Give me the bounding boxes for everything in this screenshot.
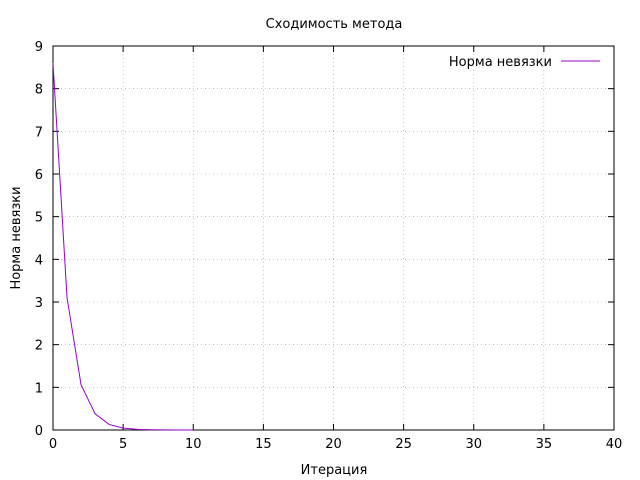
y-tick-label: 2 [35, 339, 43, 354]
y-tick-label: 5 [35, 211, 43, 226]
y-tick-label: 6 [35, 168, 43, 183]
x-tick-label: 10 [185, 437, 202, 452]
y-tick-label: 8 [35, 83, 43, 98]
y-tick-label: 0 [35, 424, 43, 439]
x-axis-label: Итерация [301, 463, 368, 478]
chart-title: Сходимость метода [266, 17, 403, 32]
y-tick-label: 9 [35, 40, 43, 55]
series-line [52, 63, 194, 431]
grid [53, 46, 614, 430]
legend-label: Норма невязки [449, 55, 552, 70]
legend: Норма невязки [449, 55, 600, 70]
x-tick-label: 35 [536, 437, 553, 452]
x-tick-label: 0 [49, 437, 57, 452]
x-tick-label: 30 [465, 437, 482, 452]
y-axis-label: Норма невязки [9, 186, 24, 289]
plot-frame [52, 45, 615, 431]
y-tick-label: 7 [35, 125, 43, 140]
y-tick-label: 3 [35, 296, 43, 311]
y-tick-label: 4 [35, 253, 43, 268]
series-group [52, 63, 194, 431]
x-tick-label: 25 [395, 437, 412, 452]
x-tick-label: 40 [606, 437, 623, 452]
x-tick-label: 5 [119, 437, 127, 452]
x-tick-label: 15 [255, 437, 272, 452]
axis-tick-labels: 0 5 10 15 20 25 30 35 40 0 1 2 3 4 5 6 7 8 9 [35, 40, 623, 452]
y-tick-label: 1 [35, 381, 43, 396]
x-tick-label: 20 [325, 437, 342, 452]
